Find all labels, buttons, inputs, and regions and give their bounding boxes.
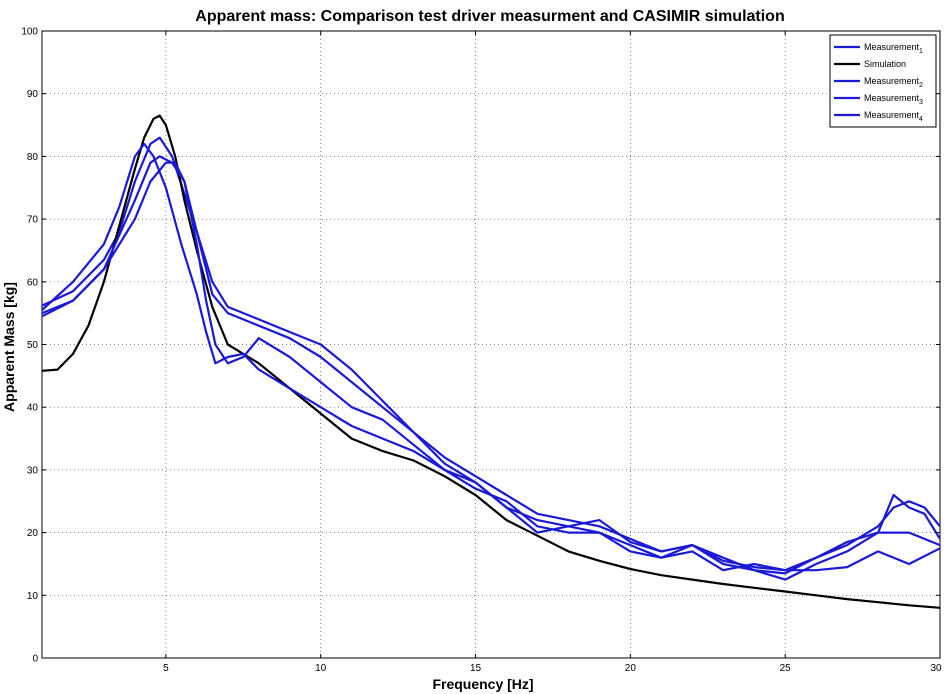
x-tick-label: 5 — [163, 663, 169, 674]
x-tick-label: 25 — [780, 663, 792, 674]
y-tick-label: 40 — [27, 403, 39, 414]
chart-title: Apparent mass: Comparison test driver me… — [195, 8, 784, 25]
legend-label: Measurement2 — [864, 76, 923, 89]
y-tick-label: 90 — [27, 89, 39, 100]
y-tick-label: 30 — [27, 465, 39, 476]
y-tick-label: 0 — [32, 654, 38, 665]
x-axis-ticks: 5 10 15 20 25 30 — [163, 31, 942, 674]
series-line-5 — [41, 142, 941, 572]
legend[interactable]: Measurement1 Simulation Measurement2 Measur… — [829, 34, 937, 128]
x-tick-label: 10 — [315, 663, 327, 674]
legend-label: Simulation — [864, 59, 906, 69]
x-tick-label: 20 — [625, 663, 637, 674]
y-tick-label: 100 — [21, 27, 38, 38]
legend-label: Measurement4 — [864, 110, 923, 123]
y-tick-label: 20 — [27, 528, 39, 539]
gridlines — [42, 31, 940, 658]
series-line-2 — [41, 114, 941, 609]
x-axis-label: Frequency [Hz] — [432, 676, 533, 692]
y-tick-label: 80 — [27, 152, 39, 163]
series-line-3 — [41, 155, 941, 575]
series-line-4 — [41, 161, 941, 581]
x-tick-label: 30 — [930, 663, 942, 674]
y-axis-label: Apparent Mass [kg] — [1, 282, 17, 412]
legend-label: Measurement1 — [864, 42, 923, 55]
y-tick-label: 70 — [27, 215, 39, 226]
legend-label: Measurement3 — [864, 93, 923, 106]
y-tick-label: 10 — [27, 591, 39, 602]
x-tick-label: 15 — [470, 663, 482, 674]
y-tick-label: 60 — [27, 277, 39, 288]
y-tick-label: 50 — [27, 340, 39, 351]
series-line-1 — [41, 136, 941, 572]
series-lines — [41, 114, 941, 609]
y-axis-ticks: 0 10 20 30 40 50 60 70 80 90 100 — [21, 27, 940, 665]
